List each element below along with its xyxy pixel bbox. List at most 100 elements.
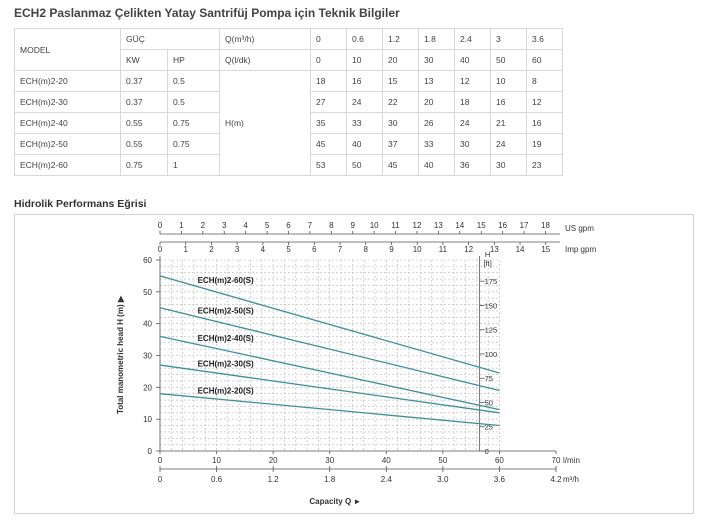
us-gpm-tick-label: 13 xyxy=(434,221,443,230)
x-tick-label: 10 xyxy=(212,456,221,465)
curve-label: ECH(m)2-20(S) xyxy=(198,386,254,395)
y-tick-label: 20 xyxy=(143,383,152,392)
head-cell: 40 xyxy=(418,154,455,176)
y-tick-label: 60 xyxy=(143,256,152,265)
power-header: GÜÇ xyxy=(120,28,220,50)
head-cell: 40 xyxy=(346,133,383,155)
head-cell: 24 xyxy=(490,133,527,155)
q-lmin-value: 50 xyxy=(490,49,527,71)
imp-gpm-tick-label: 8 xyxy=(364,245,369,254)
kw-cell: 0.37 xyxy=(120,70,168,92)
right-tick-label: 25 xyxy=(485,423,493,432)
h-label: H(m) xyxy=(219,70,311,176)
performance-curve xyxy=(159,307,500,392)
kw-cell: 0.37 xyxy=(120,91,168,113)
q-lmin-value: 20 xyxy=(382,49,419,71)
us-gpm-tick-label: 15 xyxy=(477,221,486,230)
head-cell: 36 xyxy=(454,154,491,176)
q-m3h-label: Q(m³/h) xyxy=(219,28,311,50)
head-cell: 18 xyxy=(454,91,491,113)
us-gpm-tick-label: 0 xyxy=(158,221,163,230)
right-tick-label: 75 xyxy=(485,374,493,383)
model-cell: ECH(m)2-40 xyxy=(14,112,121,134)
q-lmin-label: Q(l/dk) xyxy=(219,49,311,71)
hp-header: HP xyxy=(167,49,220,71)
right-tick-label: 175 xyxy=(485,277,498,286)
head-cell: 24 xyxy=(346,91,383,113)
curve-label: ECH(m)2-40(S) xyxy=(198,334,254,343)
imp-gpm-tick-label: 14 xyxy=(516,245,525,254)
imp-gpm-tick-label: 3 xyxy=(235,245,240,254)
head-cell: 12 xyxy=(526,91,563,113)
y-tick-label: 30 xyxy=(143,352,152,361)
kw-header: KW xyxy=(120,49,168,71)
head-cell: 10 xyxy=(490,70,527,92)
us-gpm-tick-label: 14 xyxy=(455,221,464,230)
hp-cell: 0.5 xyxy=(167,91,220,113)
q-lmin-value: 40 xyxy=(454,49,491,71)
hp-cell: 0.75 xyxy=(167,112,220,134)
table-row: ECH(m)2-60 0.75 1 53 50 45 40 36 30 23 xyxy=(14,154,563,176)
imp-gpm-tick-label: 4 xyxy=(261,245,266,254)
x-tick-label: 40 xyxy=(382,456,391,465)
x-axis-label: Capacity Q ► xyxy=(309,497,361,506)
table-row: ECH(m)2-50 0.55 0.75 45 40 37 33 30 24 19 xyxy=(14,133,563,155)
imp-gpm-tick-label: 6 xyxy=(312,245,317,254)
head-cell: 30 xyxy=(490,154,527,176)
head-cell: 26 xyxy=(418,112,455,134)
us-gpm-tick-label: 11 xyxy=(391,221,400,230)
head-cell: 16 xyxy=(526,112,563,134)
us-gpm-tick-label: 8 xyxy=(329,221,334,230)
head-cell: 15 xyxy=(382,70,419,92)
head-cell: 13 xyxy=(418,70,455,92)
imp-gpm-tick-label: 0 xyxy=(158,245,163,254)
imp-gpm-tick-label: 13 xyxy=(490,245,499,254)
table-header-row: MODEL GÜÇ Q(m³/h) 0 0.6 1.2 1.8 2.4 3 3.6 xyxy=(14,28,563,71)
imp-gpm-tick-label: 12 xyxy=(464,245,473,254)
imp-gpm-tick-label: 5 xyxy=(286,245,291,254)
m3h-tick-label: 3.6 xyxy=(494,475,506,484)
model-cell: ECH(m)2-60 xyxy=(14,154,121,176)
us-gpm-tick-label: 17 xyxy=(520,221,529,230)
x-tick-label: 50 xyxy=(438,456,447,465)
us-gpm-tick-label: 16 xyxy=(498,221,507,230)
y-tick-label: 0 xyxy=(148,447,153,456)
q-lmin-value: 60 xyxy=(526,49,563,71)
head-cell: 16 xyxy=(346,70,383,92)
q-lmin-value: 0 xyxy=(310,49,347,71)
y-tick-label: 10 xyxy=(143,415,152,424)
us-gpm-tick-label: 12 xyxy=(413,221,422,230)
us-gpm-tick-label: 2 xyxy=(201,221,206,230)
table-row: ECH(m)2-20 0.37 0.5 H(m) 18 16 15 13 12 10 8 xyxy=(14,70,563,176)
table-row: ECH(m)2-40 0.55 0.75 35 33 30 26 24 21 16 xyxy=(14,112,563,134)
m3h-tick-label: 3.0 xyxy=(437,475,449,484)
chart-frame: 0 10 20 30 40 50 60 Total manometric head H (m)… xyxy=(14,214,694,514)
q-m3h-value: 3.6 xyxy=(526,28,563,50)
head-cell: 21 xyxy=(490,112,527,134)
table-header-row: KW HP Q(l/dk) 0 10 20 30 40 50 60 xyxy=(15,49,563,71)
head-cell: 23 xyxy=(526,154,563,176)
head-cell: 33 xyxy=(418,133,455,155)
imp-gpm-tick-label: 11 xyxy=(439,245,448,254)
head-cell: 20 xyxy=(418,91,455,113)
head-cell: 30 xyxy=(382,112,419,134)
head-cell: 35 xyxy=(310,112,347,134)
hp-cell: 0.75 xyxy=(167,133,220,155)
us-gpm-tick-label: 7 xyxy=(308,221,313,230)
hp-cell: 0.5 xyxy=(167,70,220,92)
head-cell: 33 xyxy=(346,112,383,134)
us-gpm-tick-label: 4 xyxy=(243,221,248,230)
performance-curve xyxy=(159,275,500,374)
hp-cell: 1 xyxy=(167,154,220,176)
x-tick-label: 70 xyxy=(552,456,561,465)
us-gpm-tick-label: 18 xyxy=(541,221,550,230)
imp-gpm-tick-label: 9 xyxy=(389,245,394,254)
x-tick-label: 30 xyxy=(325,456,334,465)
right-tick-label: 50 xyxy=(485,398,493,407)
imp-gpm-tick-label: 2 xyxy=(209,245,214,254)
y-axis-label: Total manometric head H (m) ▶ xyxy=(116,295,125,414)
m3h-tick-label: 1.2 xyxy=(268,475,280,484)
us-gpm-tick-label: 9 xyxy=(351,221,356,230)
table-row: ECH(m)2-30 0.37 0.5 27 24 22 20 18 16 12 xyxy=(14,91,563,113)
